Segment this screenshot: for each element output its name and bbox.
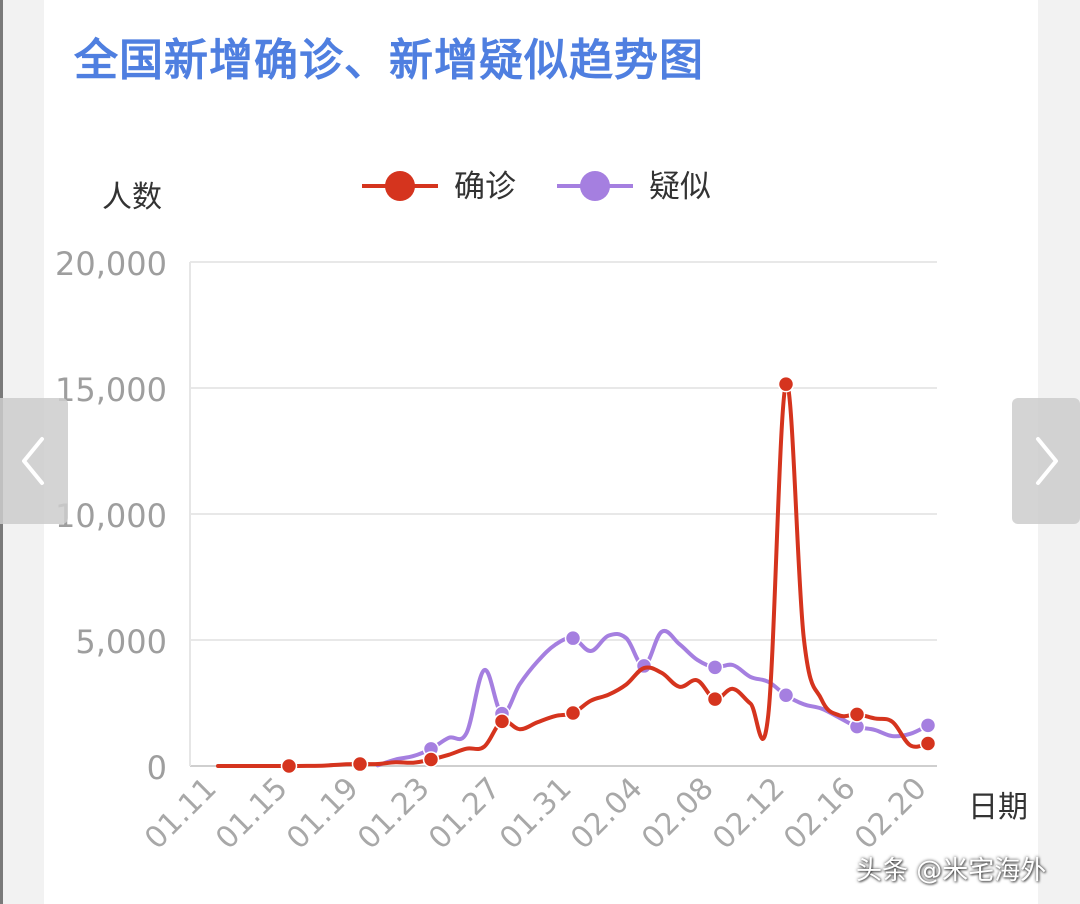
x-tick-label: 01.19 [280,771,365,856]
series-line-confirmed [216,381,930,769]
legend: 确诊 疑似 [362,169,711,205]
x-tick-label: 01.27 [422,771,507,856]
data-point-confirmed [493,713,511,730]
x-tick-label: 02.16 [777,771,862,856]
prev-button[interactable] [0,398,68,524]
x-tick-label: 02.20 [848,771,933,856]
chevron-left-icon [22,437,44,485]
chart-card [44,0,1038,904]
y-tick-label: 20,000 [55,245,167,283]
next-button[interactable] [1012,398,1080,524]
x-tick-label: 02.04 [564,771,649,856]
data-point-suspected [777,687,795,704]
x-tick-label: 01.15 [209,771,294,856]
data-point-confirmed [564,704,582,722]
data-point-confirmed [706,690,724,708]
x-tick-label: 02.08 [635,771,720,856]
legend-marker-suspected [580,171,610,201]
series-line-suspected [375,628,930,768]
x-tick-label: 01.31 [493,771,578,856]
chevron-right-icon [1036,437,1058,485]
y-tick-label: 10,000 [55,497,167,535]
data-point-suspected [564,629,582,647]
series-lines [216,375,937,775]
legend-label-suspected: 疑似 [649,169,711,205]
watermark: 头条 @米宅海外 [856,856,1047,886]
data-point-confirmed [351,755,369,773]
x-axis-label: 日期 [968,790,1028,825]
y-tick-label: 5,000 [75,623,167,661]
y-tick-label: 0 [147,749,167,787]
data-point-confirmed [848,706,866,723]
legend-marker-confirmed [385,171,415,201]
grid-lines [189,261,937,767]
data-point-confirmed [919,735,937,752]
data-point-suspected [919,717,937,734]
x-tick-label: 01.23 [351,771,436,856]
y-axis-ticks: 0 5,000 10,000 15,000 20,000 [55,245,167,787]
legend-label-confirmed: 确诊 [454,169,516,205]
data-point-confirmed [777,375,795,393]
y-axis-label: 人数 [102,180,162,215]
x-axis-ticks: 01.1101.1501.1901.2301.2701.3102.0402.08… [138,771,933,856]
data-point-confirmed [422,751,440,768]
x-tick-label: 02.12 [706,771,791,856]
chart-title: 全国新增确诊、新增疑似趋势图 [74,35,704,86]
y-tick-label: 15,000 [55,371,167,409]
data-point-suspected [706,659,724,676]
data-point-confirmed [280,757,298,775]
